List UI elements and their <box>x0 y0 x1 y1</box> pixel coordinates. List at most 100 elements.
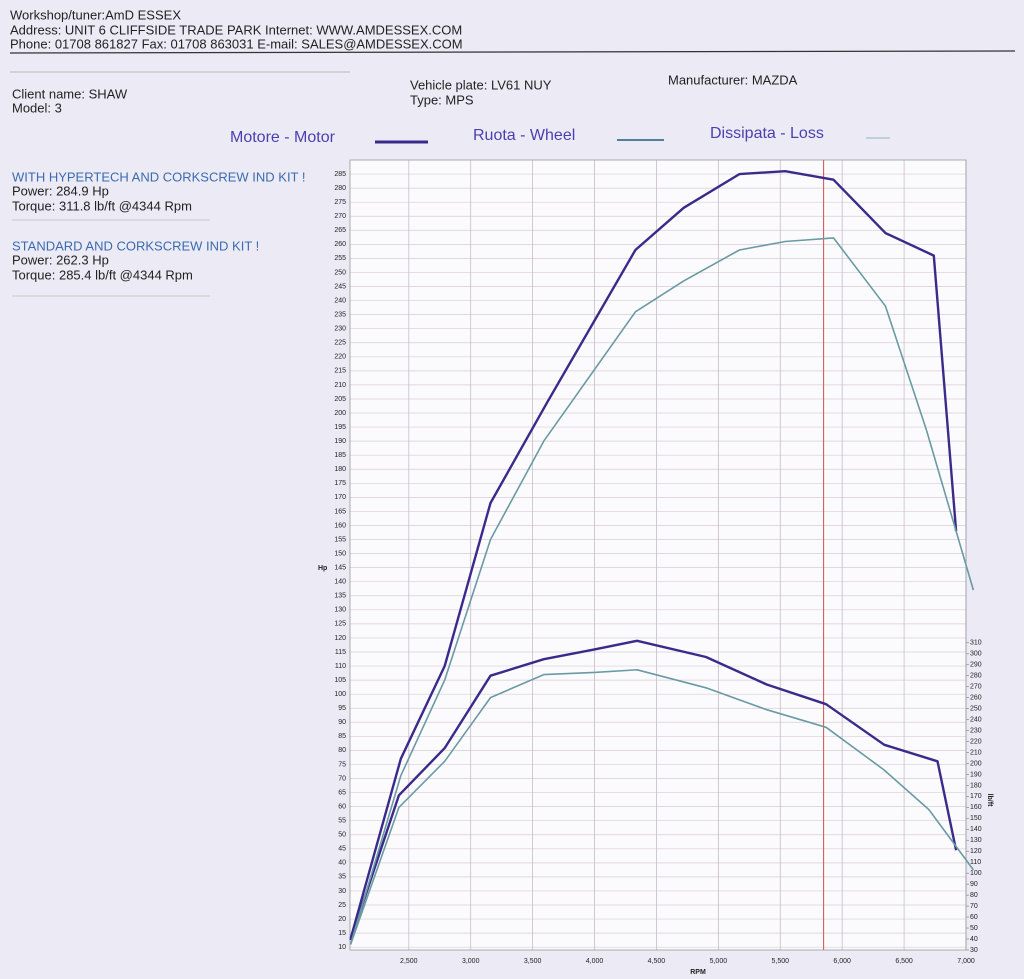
x-tick-label: 5,000 <box>710 958 728 965</box>
y-tick-label: 25 <box>338 902 346 909</box>
y-tick-label: 100 <box>334 691 346 698</box>
legend-label: Ruota - Wheel <box>473 127 575 144</box>
y-tick-label: 50 <box>338 832 346 839</box>
y-tick-label: 265 <box>334 227 346 234</box>
y-tick-label: 195 <box>334 424 346 431</box>
y2-tick-label: 290 <box>970 662 982 669</box>
y2-tick-label: 310 <box>970 640 982 647</box>
y2-tick-label: 260 <box>970 694 982 701</box>
y-tick-label: 280 <box>334 185 346 192</box>
y-tick-label: 205 <box>334 396 346 403</box>
y-tick-label: 90 <box>338 719 346 726</box>
y-tick-label: 130 <box>334 607 346 614</box>
y-tick-label: 185 <box>334 452 346 459</box>
y2-tick-label: 80 <box>970 892 978 899</box>
y2-tick-label: 70 <box>970 903 978 910</box>
y2-tick-label: 250 <box>970 705 982 712</box>
y-tick-label: 75 <box>338 761 346 768</box>
y-tick-label: 125 <box>334 621 346 628</box>
run-name: WITH HYPERTECH AND CORKSCREW IND KIT ! <box>12 169 306 184</box>
y2-tick-label: 160 <box>970 804 982 811</box>
plate: Vehicle plate: LV61 NUY <box>410 77 552 92</box>
y-tick-label: 10 <box>338 944 346 951</box>
x-tick-label: 4,000 <box>586 958 604 965</box>
y-tick-label: 105 <box>334 677 346 684</box>
y-tick-label: 245 <box>334 283 346 290</box>
x-tick-label: 6,000 <box>833 958 851 965</box>
y2-tick-label: 40 <box>970 936 978 943</box>
y2-tick-label: 200 <box>970 760 982 767</box>
header-rule <box>9 50 1016 54</box>
y-tick-label: 40 <box>338 860 346 867</box>
x-tick-label: 2,500 <box>400 958 418 965</box>
y-tick-label: 95 <box>338 705 346 712</box>
y-tick-label: 175 <box>334 480 346 487</box>
y-tick-label: 110 <box>335 663 346 670</box>
y2-tick-label: 210 <box>970 749 982 756</box>
y2-tick-label: 230 <box>970 727 982 734</box>
y2-tick-label: 120 <box>970 848 982 855</box>
y-tick-label: 160 <box>334 522 346 529</box>
y-tick-label: 155 <box>334 536 346 543</box>
power-curve <box>349 237 975 945</box>
torque-curve <box>349 639 958 941</box>
y-tick-label: 225 <box>334 340 346 347</box>
y2-tick-label: 240 <box>970 716 982 723</box>
y-tick-label: 240 <box>334 297 346 304</box>
run-torque: Torque: 311.8 lb/ft @4344 Rpm <box>12 198 192 213</box>
y-tick-label: 150 <box>334 550 346 557</box>
plot-frame <box>349 159 967 951</box>
run-name: STANDARD AND CORKSCREW IND KIT ! <box>12 238 259 253</box>
y2-tick-label: 30 <box>970 947 978 954</box>
torque-curve <box>349 669 975 945</box>
y2-tick-label: 140 <box>970 826 982 833</box>
run-power: Power: 284.9 Hp <box>12 183 109 198</box>
legend-label: Motore - Motor <box>230 129 336 146</box>
y-tick-label: 35 <box>338 874 346 881</box>
y-tick-label: 275 <box>334 199 346 206</box>
power-curve <box>349 170 958 940</box>
y2-tick-label: 110 <box>970 859 981 866</box>
y-tick-label: 250 <box>334 269 346 276</box>
phone: Phone: 01708 861827 Fax: 01708 863031 E-… <box>10 36 463 51</box>
address: Address: UNIT 6 CLIFFSIDE TRADE PARK Int… <box>10 22 462 37</box>
y-tick-label: 220 <box>334 354 346 361</box>
x-tick-label: 6,500 <box>895 958 913 965</box>
y-tick-label: 140 <box>334 579 346 586</box>
x-axis-label: RPM <box>690 969 706 976</box>
y2-tick-label: 170 <box>970 793 982 800</box>
y2-tick-label: 300 <box>970 651 982 658</box>
y-tick-label: 20 <box>338 916 346 923</box>
y-tick-label: 85 <box>338 733 346 740</box>
run-power: Power: 262.3 Hp <box>12 252 109 267</box>
y2-tick-label: 270 <box>970 684 982 691</box>
x-tick-label: 3,000 <box>462 958 480 965</box>
x-tick-label: 5,500 <box>772 958 790 965</box>
y2-tick-label: 100 <box>970 870 982 877</box>
x-tick-label: 7,000 <box>957 958 975 965</box>
run-torque: Torque: 285.4 lb/ft @4344 Rpm <box>12 267 193 282</box>
y-tick-label: 165 <box>334 508 346 515</box>
y2-tick-label: 50 <box>970 925 978 932</box>
model: Model: 3 <box>12 100 62 115</box>
y2-tick-label: 130 <box>970 837 982 844</box>
y-tick-label: 80 <box>338 747 346 754</box>
workshop: Workshop/tuner:AmD ESSEX <box>10 7 181 22</box>
y2-tick-label: 220 <box>970 738 982 745</box>
y2-tick-label: 90 <box>970 881 978 888</box>
y-tick-label: 115 <box>335 649 346 656</box>
y-tick-label: 255 <box>334 255 346 262</box>
y-tick-label: 285 <box>334 171 346 178</box>
y-tick-label: 200 <box>334 410 346 417</box>
y-tick-label: 235 <box>334 311 346 318</box>
y-tick-label: 135 <box>334 593 346 600</box>
y-tick-label: 45 <box>338 846 346 853</box>
y-tick-label: 270 <box>334 213 346 220</box>
plot-area <box>350 160 966 950</box>
x-tick-label: 4,500 <box>648 958 666 965</box>
vehicle-type: Type: MPS <box>410 92 474 107</box>
y-tick-label: 170 <box>334 494 346 501</box>
legend-label: Dissipata - Loss <box>710 125 824 142</box>
y2-tick-label: 280 <box>970 673 982 680</box>
